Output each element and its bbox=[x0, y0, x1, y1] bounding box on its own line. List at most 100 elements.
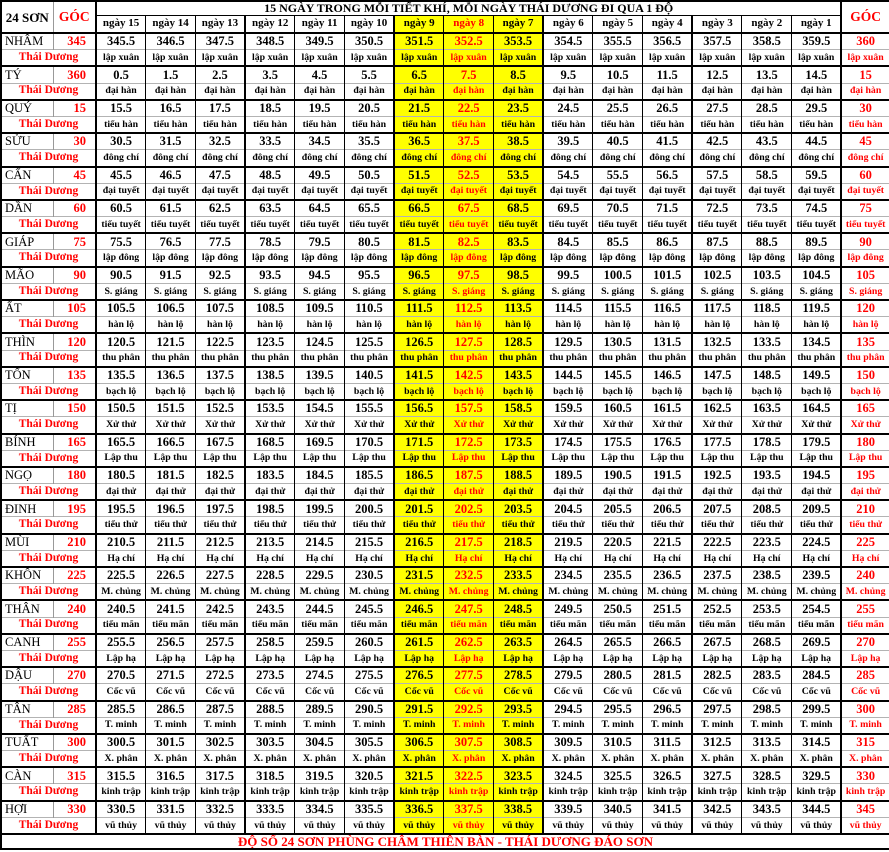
day-value: 230.5 bbox=[343, 566, 395, 584]
tiet-khi-name: đông chí bbox=[493, 149, 544, 167]
day-value: 191.5 bbox=[642, 465, 693, 484]
day-value: 295.5 bbox=[592, 699, 643, 718]
day-value: 241.5 bbox=[145, 599, 196, 618]
tiet-khi-name: đông chí bbox=[542, 149, 593, 167]
goc-right-tiet-khi: Lập thu bbox=[840, 449, 889, 467]
tiet-khi-name: X. phân bbox=[95, 750, 146, 768]
day-value: 138.5 bbox=[244, 365, 295, 384]
goc-right-tiet-khi: thu phân bbox=[840, 349, 889, 367]
day-value: 325.5 bbox=[592, 766, 643, 784]
day-value: 41.5 bbox=[642, 132, 693, 150]
tiet-khi-name: Lập hạ bbox=[294, 649, 345, 668]
tiet-khi-name: hàn lộ bbox=[791, 316, 842, 334]
day-value: 144.5 bbox=[542, 365, 593, 384]
day-header-ngày-1: ngày 1 bbox=[791, 15, 842, 34]
thai-duong-row: Thái Dương Xử thử Xử thử Xử thử Xử thử Xử thử… bbox=[1, 416, 889, 434]
goc-left-value: 195 bbox=[52, 499, 96, 517]
tiet-khi-name: X. phân bbox=[443, 750, 494, 768]
tiet-khi-name: hàn lộ bbox=[592, 316, 643, 334]
day-value: 131.5 bbox=[642, 332, 693, 351]
tiet-khi-name: đông chí bbox=[691, 149, 742, 167]
day-value: 202.5 bbox=[443, 499, 494, 517]
day-value: 173.5 bbox=[493, 432, 544, 451]
goc-right-value: 315 bbox=[840, 732, 889, 751]
day-value: 61.5 bbox=[145, 198, 196, 217]
tiet-khi-name: đại thử bbox=[145, 483, 196, 501]
day-value: 220.5 bbox=[592, 532, 643, 551]
tiet-khi-name: bạch lộ bbox=[642, 382, 693, 401]
day-value: 72.5 bbox=[691, 198, 742, 217]
goc-left-value: 240 bbox=[52, 599, 96, 618]
goc-right-tiet-khi: Cốc vũ bbox=[840, 683, 889, 701]
day-value: 56.5 bbox=[642, 165, 693, 184]
tiet-khi-name: kinh trập bbox=[194, 783, 246, 801]
tiet-khi-name: kinh trập bbox=[145, 783, 196, 801]
day-value: 217.5 bbox=[443, 532, 494, 551]
tiet-khi-name: đại tuyết bbox=[691, 182, 742, 200]
day-value: 8.5 bbox=[493, 65, 544, 84]
tiet-khi-name: Xử thử bbox=[294, 416, 345, 434]
day-value: 206.5 bbox=[642, 499, 693, 517]
mountain-name: CẤN bbox=[1, 165, 53, 184]
tiet-khi-name: tiểu thử bbox=[642, 516, 693, 534]
day-value: 196.5 bbox=[145, 499, 196, 517]
day-value: 346.5 bbox=[145, 32, 196, 50]
tiet-khi-name: Xử thử bbox=[343, 416, 395, 434]
tiet-khi-name: Lập thu bbox=[443, 449, 494, 467]
tiet-khi-name: đại tuyết bbox=[542, 182, 593, 200]
goc-right-value: 90 bbox=[840, 232, 889, 250]
day-value: 226.5 bbox=[145, 566, 196, 584]
goc-right-value: 180 bbox=[840, 432, 889, 451]
tiet-khi-name: thu phân bbox=[194, 349, 246, 367]
tiet-khi-name: tiểu tuyết bbox=[194, 216, 246, 234]
day-header-ngày-4: ngày 4 bbox=[642, 15, 693, 34]
day-value: 124.5 bbox=[294, 332, 345, 351]
day-value: 90.5 bbox=[95, 265, 146, 284]
tiet-khi-name: T. minh bbox=[443, 716, 494, 734]
tiet-khi-name: đại thử bbox=[642, 483, 693, 501]
tiet-khi-name: hàn lộ bbox=[194, 316, 246, 334]
tiet-khi-name: Hạ chí bbox=[542, 549, 593, 567]
goc-left-value: 60 bbox=[52, 198, 96, 217]
goc-left-value: 330 bbox=[52, 799, 96, 818]
goc-right-value: 15 bbox=[840, 65, 889, 84]
day-value: 9.5 bbox=[542, 65, 593, 84]
day-value: 238.5 bbox=[741, 566, 792, 584]
tiet-khi-name: vũ thủy bbox=[244, 816, 295, 834]
day-value: 351.5 bbox=[393, 32, 444, 50]
tiet-khi-name: đại tuyết bbox=[194, 182, 246, 200]
day-value: 194.5 bbox=[791, 465, 842, 484]
tiet-khi-name: đại tuyết bbox=[791, 182, 842, 200]
day-value: 4.5 bbox=[294, 65, 345, 84]
day-value: 320.5 bbox=[343, 766, 395, 784]
day-value: 212.5 bbox=[194, 532, 246, 551]
tiet-khi-name: tiểu thử bbox=[741, 516, 792, 534]
thai-duong-label: Thái Dương bbox=[1, 549, 96, 567]
tiet-khi-name: kinh trập bbox=[691, 783, 742, 801]
day-value: 110.5 bbox=[343, 299, 395, 317]
tiet-khi-name: lập đông bbox=[791, 249, 842, 267]
day-value: 214.5 bbox=[294, 532, 345, 551]
tiet-khi-name: đại thử bbox=[343, 483, 395, 501]
day-value: 6.5 bbox=[393, 65, 444, 84]
tiet-khi-name: Lập hạ bbox=[691, 649, 742, 668]
day-value: 32.5 bbox=[194, 132, 246, 150]
day-value: 308.5 bbox=[493, 732, 544, 751]
day-value: 279.5 bbox=[542, 666, 593, 684]
tiet-khi-name: vũ thủy bbox=[145, 816, 196, 834]
tiet-khi-name: thu phân bbox=[592, 349, 643, 367]
day-value: 313.5 bbox=[741, 732, 792, 751]
tiet-khi-name: vũ thủy bbox=[95, 816, 146, 834]
day-value: 120.5 bbox=[95, 332, 146, 351]
day-value: 253.5 bbox=[741, 599, 792, 618]
tiet-khi-name: tiểu hàn bbox=[592, 115, 643, 134]
thai-duong-row: Thái Dương hàn lộ hàn lộ hàn lộ hàn lộ hàn lộ… bbox=[1, 316, 889, 334]
day-value: 298.5 bbox=[741, 699, 792, 718]
tiet-khi-name: thu phân bbox=[244, 349, 295, 367]
tiet-khi-name: bạch lộ bbox=[791, 382, 842, 401]
tiet-khi-name: đông chí bbox=[145, 149, 196, 167]
tiet-khi-name: lập xuân bbox=[691, 49, 742, 67]
day-value: 301.5 bbox=[145, 732, 196, 751]
day-value: 260.5 bbox=[343, 632, 395, 651]
tiet-khi-name: Cốc vũ bbox=[145, 683, 196, 701]
